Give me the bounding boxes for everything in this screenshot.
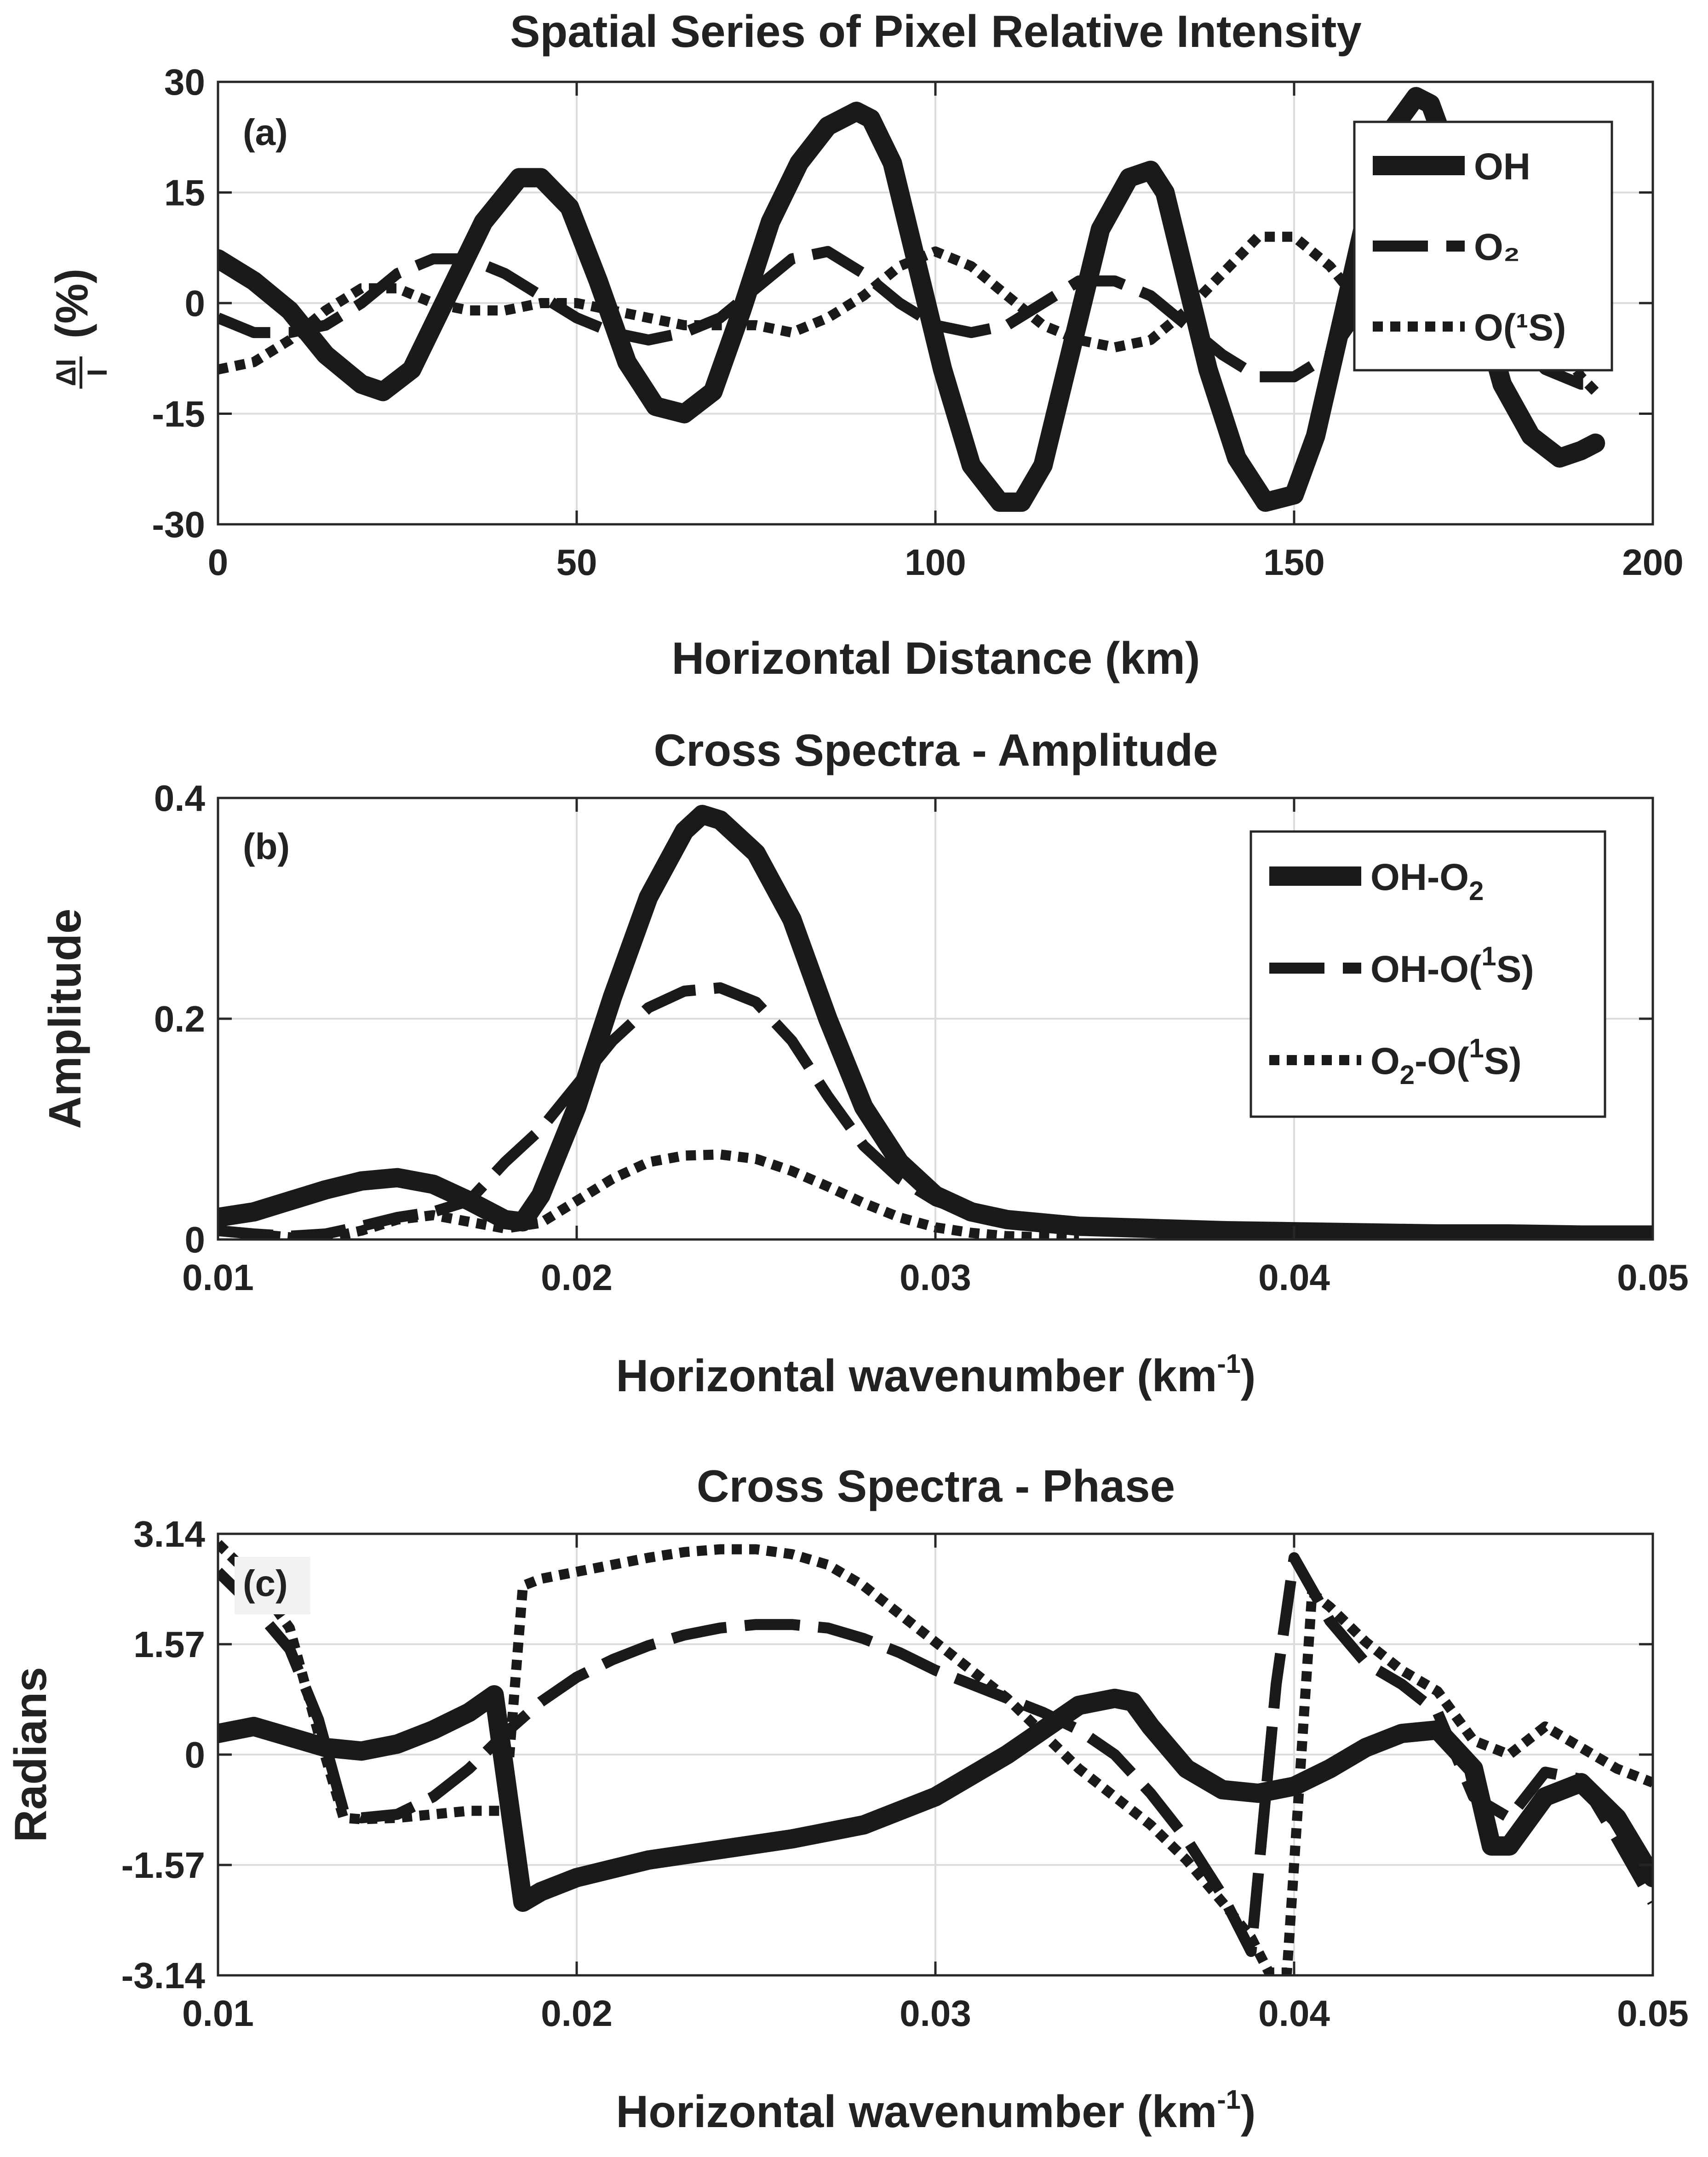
panel-c-ytick-label: 0 <box>185 1734 206 1775</box>
panel-b-xlabel-end: ) <box>1241 1350 1256 1401</box>
panel-a-ytick-label: -30 <box>152 504 205 545</box>
panel-b-xlabel-sup: -1 <box>1217 1349 1241 1379</box>
panel-c-xlabel-end: ) <box>1241 2086 1256 2137</box>
panel-c-label-bg <box>235 1557 310 1614</box>
panel-c-ticks: 0.01 0.02 0.03 0.04 0.05 -3.14 -1.57 0 1.57 3.14 <box>121 1514 1689 2034</box>
panel-c-ylabel: Radians <box>5 1667 56 1842</box>
panel-b-ytick-label: 0.2 <box>154 998 205 1039</box>
panel-c-ytick-label: -3.14 <box>121 1955 206 1996</box>
panel-b-xtick-label: 0.02 <box>541 1257 613 1298</box>
panel-c-ytick-label: -1.57 <box>121 1845 205 1886</box>
panel-c-title: Cross Spectra - Phase <box>697 1461 1175 1511</box>
legend-o2-o1s-mid: -O( <box>1415 1040 1469 1082</box>
legend-oh-o2-sub: 2 <box>1469 876 1484 906</box>
panel-a-ylabel: (%) ΔI I <box>46 269 113 389</box>
legend-oh-o1s-a: OH-O( <box>1370 948 1482 990</box>
panel-c-series-oh-o1s-line <box>218 1552 1653 1957</box>
panel-c-xtick-label: 0.04 <box>1258 1993 1330 2034</box>
panel-c-label: (c) <box>243 1563 288 1604</box>
panel-c-series-o2-o1s-line <box>218 1540 1653 1975</box>
panel-c-xlabel-sup: -1 <box>1217 2085 1241 2115</box>
panel-a-ytick-label: 15 <box>164 172 205 213</box>
panel-c-xtick-label: 0.05 <box>1617 1993 1689 2034</box>
panel-b-ytick-label: 0.4 <box>154 778 206 819</box>
panel-c-grid <box>217 1533 1654 1976</box>
panel-a-ytick-label: 0 <box>185 283 206 324</box>
panel-a-ylabel-den: I <box>82 369 113 377</box>
panel-a-ytick-label: -15 <box>152 394 205 435</box>
panel-a-ylabel-num: ΔI <box>51 359 81 386</box>
panel-b-title: Cross Spectra - Amplitude <box>653 725 1218 775</box>
panel-b-xtick-label: 0.03 <box>900 1257 971 1298</box>
panel-c-xlabel: Horizontal wavenumber (km-1) <box>616 2085 1255 2137</box>
panel-a-series-o1s-line <box>218 231 1599 396</box>
panel-b: Cross Spectra - Amplitude 0.01 0.02 0.03 0.… <box>40 725 1689 1401</box>
panel-b-ticks: 0.01 0.02 0.03 0.04 0.05 0 0.2 0.4 <box>154 778 1689 1298</box>
panel-c-xtick-label: 0.01 <box>182 1993 254 2034</box>
panel-b-ylabel: Amplitude <box>40 908 90 1129</box>
legend-oh-o1s-end: S) <box>1496 948 1534 990</box>
panel-c-ytick-label: 3.14 <box>133 1514 205 1555</box>
panel-a-ticks: 0 50 100 150 200 -30 -15 0 15 30 <box>152 62 1683 583</box>
panel-a-title: Spatial Series of Pixel Relative Intensi… <box>510 6 1362 57</box>
panel-b-xtick-label: 0.04 <box>1258 1257 1330 1298</box>
legend-o2-o1s-sup: 1 <box>1469 1033 1484 1063</box>
panel-b-ytick-label: 0 <box>185 1219 206 1260</box>
panel-a-xlabel: Horizontal Distance (km) <box>672 633 1200 683</box>
legend-oh-o2-label: OH-O2 <box>1370 856 1484 906</box>
legend-o2-o1s-end: S) <box>1484 1040 1522 1082</box>
legend-oh-o1s-label: OH-O(1S) <box>1370 941 1534 990</box>
panel-a-series-oh-line <box>218 87 1605 512</box>
panel-a-xtick-label: 50 <box>556 542 597 583</box>
panel-a-xtick-label: 200 <box>1622 542 1683 583</box>
panel-b-label: (b) <box>243 826 290 867</box>
legend-o2-o1s-label: O2-O(1S) <box>1370 1033 1522 1090</box>
panel-b-series-oh-o1s-line <box>218 982 1295 1239</box>
panel-b-xlabel-main: Horizontal wavenumber (km <box>616 1350 1217 1401</box>
legend-oh-o1s-sup: 1 <box>1481 941 1496 971</box>
legend-o1s-label: O(¹S) <box>1474 307 1566 349</box>
panel-a-label: (a) <box>243 112 288 153</box>
panel-b-xtick-label: 0.05 <box>1617 1257 1689 1298</box>
panel-c: Cross Spectra - Phase 0.01 0.02 0.03 0.04 0.… <box>5 1461 1689 2137</box>
legend-oh-label: OH <box>1474 146 1530 188</box>
panel-a: Spatial Series of Pixel Relative Intensi… <box>46 6 1684 683</box>
panel-a-xtick-label: 100 <box>905 542 966 583</box>
panel-b-legend: OH-O2 OH-O(1S) O2-O(1S) <box>1249 830 1606 1118</box>
legend-o2-o1s-sub: 2 <box>1400 1060 1415 1090</box>
panel-a-xtick-label: 150 <box>1263 542 1324 583</box>
panel-b-xtick-label: 0.01 <box>182 1257 254 1298</box>
panel-c-ytick-label: 1.57 <box>133 1624 205 1665</box>
legend-oh-o2-a: OH-O <box>1370 856 1469 898</box>
panel-c-xtick-label: 0.03 <box>900 1993 971 2034</box>
panel-c-xtick-label: 0.02 <box>541 1993 613 2034</box>
panel-a-ytick-label: 30 <box>164 62 205 103</box>
legend-o2-o1s-a: O <box>1370 1040 1400 1082</box>
panel-a-ylabel-percent: (%) <box>46 269 97 338</box>
panel-b-xlabel: Horizontal wavenumber (km-1) <box>616 1349 1255 1401</box>
panel-a-legend: OH O₂ O(¹S) <box>1353 120 1613 372</box>
legend-o2-label: O₂ <box>1474 226 1520 268</box>
panel-c-xlabel-main: Horizontal wavenumber (km <box>616 2086 1217 2137</box>
panel-a-xtick-label: 0 <box>208 542 229 583</box>
panel-c-series <box>218 1540 1653 1975</box>
